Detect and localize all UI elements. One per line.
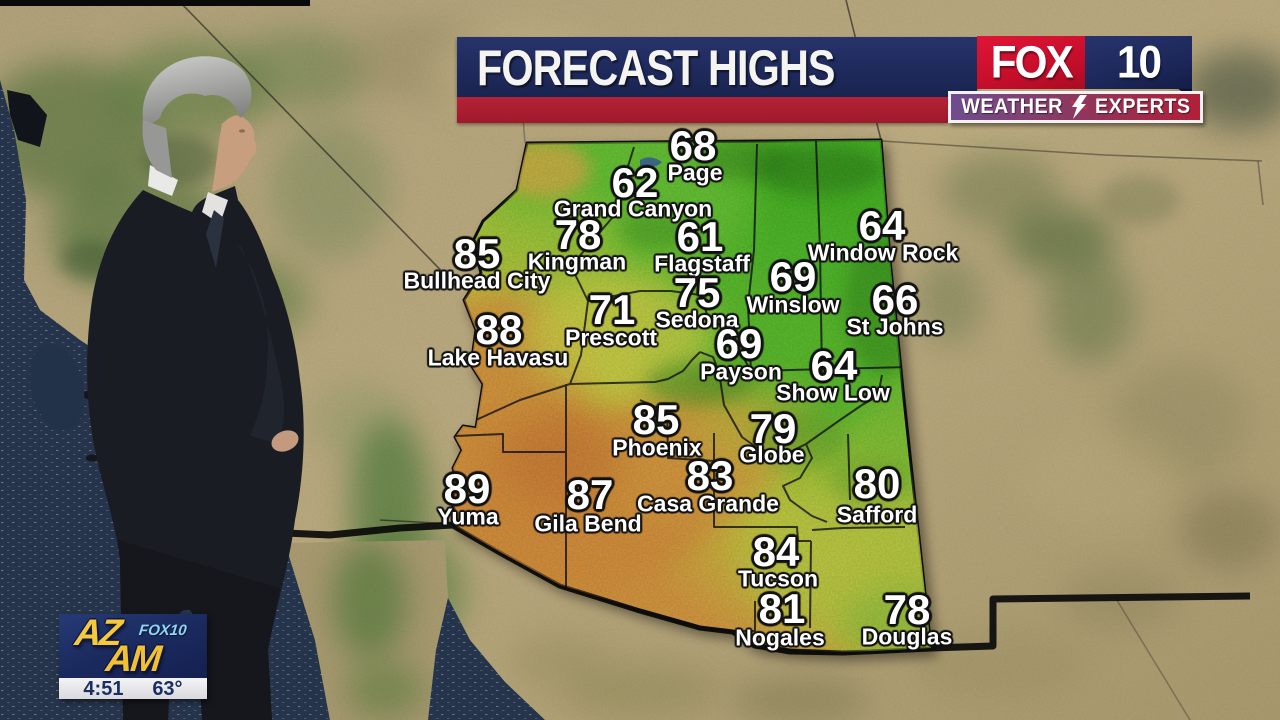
fox-channel-number: 10 — [1116, 36, 1162, 88]
current-temp: 63° — [152, 677, 183, 700]
hair-back — [142, 120, 172, 178]
tagline-weather: WEATHER — [960, 95, 1063, 118]
face — [212, 115, 257, 192]
azam-logo-am: AM — [103, 638, 162, 679]
azam-logo-box: AZ FOX10 AM — [59, 612, 207, 679]
top-edge-bar — [0, 0, 310, 6]
fox-logo-text: FOX — [990, 36, 1073, 88]
fox-logo-red-box: FOX — [977, 36, 1085, 89]
weather-experts-banner: WEATHER EXPERTS — [948, 91, 1203, 123]
headline-red-stripe — [457, 97, 948, 123]
tagline-experts: EXPERTS — [1094, 95, 1191, 118]
headline-banner: FORECAST HIGHS — [457, 37, 977, 97]
fox-logo-channel-box: 10 — [1085, 36, 1192, 97]
station-bug: AZ FOX10 AM 4:51 63° — [59, 612, 207, 699]
tie — [206, 210, 224, 268]
lightning-bolt-icon — [1070, 95, 1087, 119]
headline-title: FORECAST HIGHS — [477, 38, 836, 96]
eye — [239, 129, 245, 133]
clock-time: 4:51 — [83, 677, 124, 700]
azam-logo-station: FOX10 — [138, 622, 188, 639]
hand — [271, 430, 299, 452]
suit-sleeve — [234, 240, 285, 442]
shirt-collar — [148, 165, 178, 196]
hair — [142, 56, 252, 132]
time-temp-strip: 4:51 63° — [59, 678, 207, 699]
